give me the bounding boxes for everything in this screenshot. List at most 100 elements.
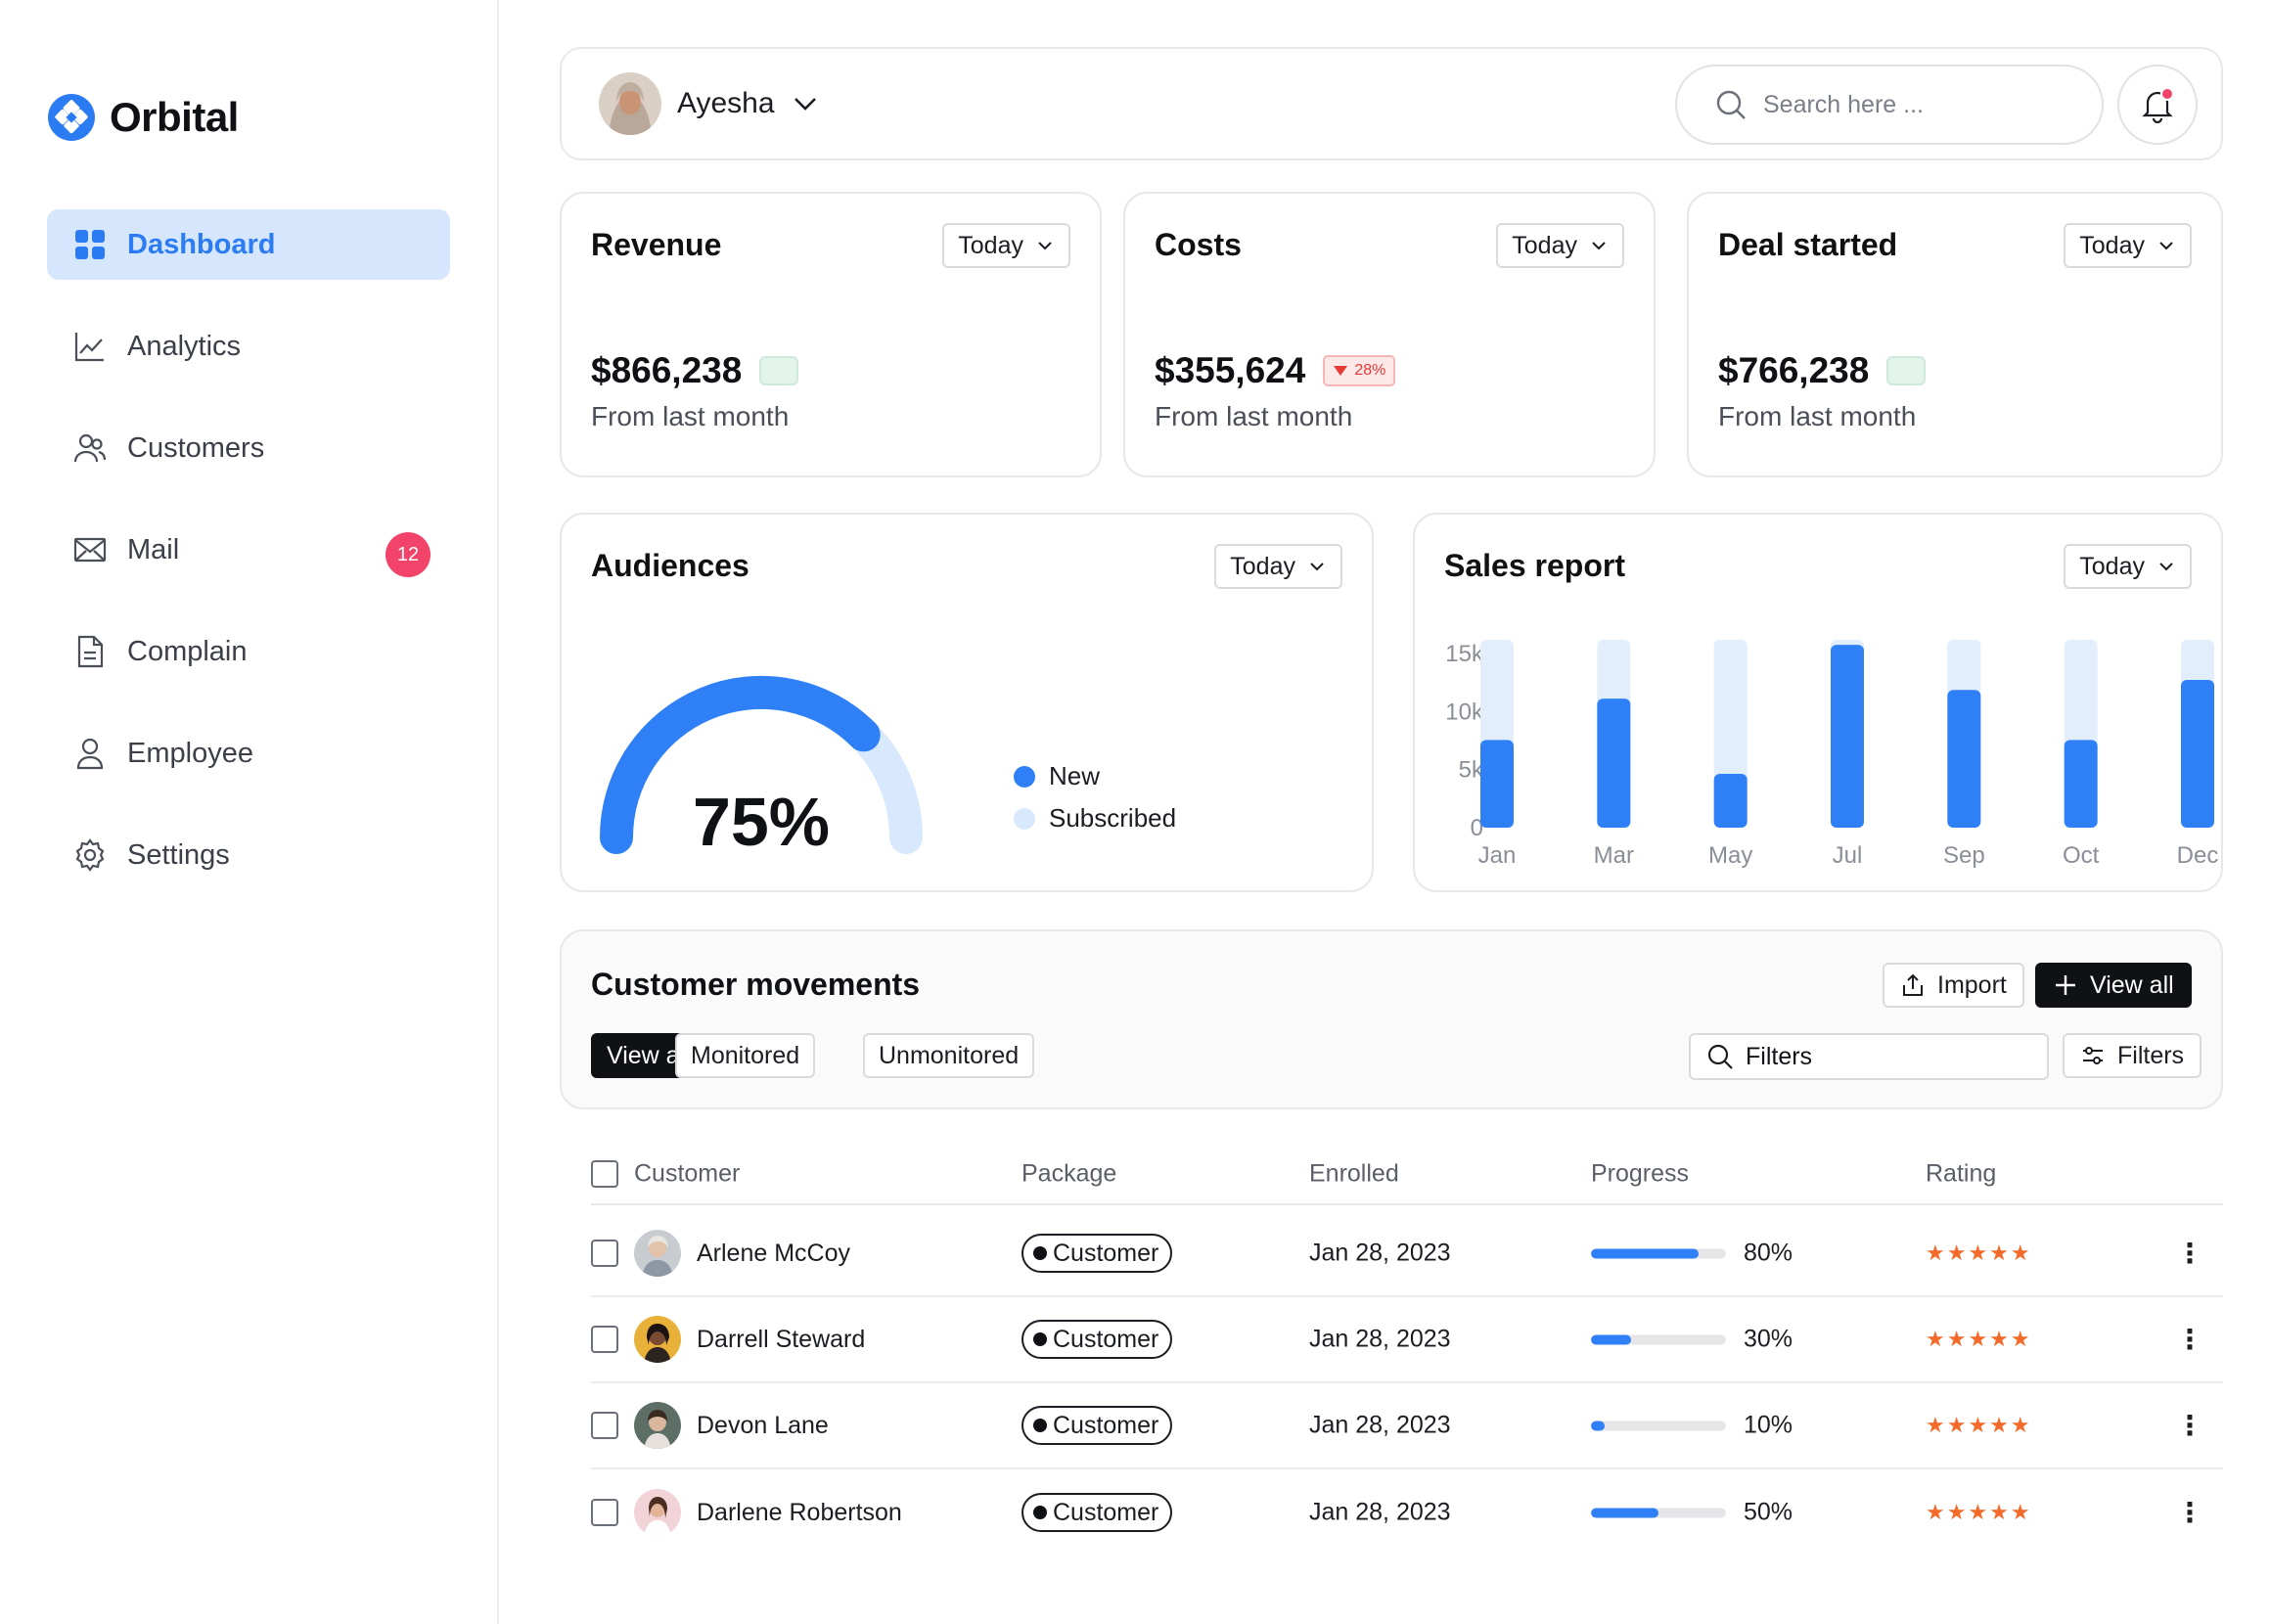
customer-avatar <box>634 1489 681 1536</box>
delta-value: 28% <box>1354 362 1386 379</box>
card-title: Audiences <box>591 548 749 583</box>
progress-cell: 80% <box>1591 1240 1793 1268</box>
filter-search-field[interactable]: Filters <box>1689 1033 2049 1080</box>
row-checkbox[interactable] <box>591 1499 618 1526</box>
chart-line-icon <box>72 329 108 364</box>
sliders-icon <box>2083 1047 2103 1064</box>
delta-badge: 28% <box>1323 355 1396 386</box>
revenue-card: Revenue Today $866,238 From last month <box>560 192 1102 477</box>
y-tick-label: 5k <box>1459 757 1484 784</box>
table-row[interactable]: Devon Lane Customer Jan 28, 2023 10% ★★★… <box>591 1383 2223 1469</box>
mail-count-badge: 12 <box>386 532 431 577</box>
search-icon <box>1716 90 1746 119</box>
segment-monitored[interactable]: Monitored <box>675 1033 816 1078</box>
row-menu-button[interactable]: ⋮ <box>2176 1238 2203 1269</box>
column-header-customer[interactable]: Customer <box>634 1159 741 1188</box>
costs-card: Costs Today $355,624 28% From last month <box>1123 192 1656 477</box>
bar-jul <box>1831 645 1864 828</box>
sidebar-item-customers[interactable]: Customers <box>47 413 450 483</box>
customer-cell: Devon Lane <box>634 1402 829 1449</box>
period-dropdown[interactable]: Today <box>942 223 1070 268</box>
bar-mar <box>1597 699 1631 828</box>
gauge-percent: 75% <box>693 784 830 860</box>
row-menu-button[interactable]: ⋮ <box>2176 1324 2203 1355</box>
sidebar-item-label: Dashboard <box>127 228 276 260</box>
plus-icon <box>2056 975 2075 995</box>
progress-label: 50% <box>1744 1498 1793 1526</box>
column-header-package[interactable]: Package <box>1022 1159 1117 1188</box>
sidebar-item-complain[interactable]: Complain <box>47 616 450 687</box>
table-row[interactable]: Darrell Steward Customer Jan 28, 2023 30… <box>591 1297 2223 1383</box>
period-dropdown[interactable]: Today <box>2064 223 2192 268</box>
sidebar-item-settings[interactable]: Settings <box>47 820 450 890</box>
sidebar-item-analytics[interactable]: Analytics <box>47 311 450 382</box>
legend-dot <box>1014 807 1035 830</box>
user-avatar <box>599 72 661 135</box>
legend-item-new: New <box>1014 761 1176 791</box>
x-tick-label: Jul <box>1833 842 1863 869</box>
period-label: Today <box>2079 552 2145 580</box>
period-label: Today <box>2079 231 2145 259</box>
brand-logo[interactable]: Orbital <box>47 93 239 142</box>
period-dropdown[interactable]: Today <box>1496 223 1624 268</box>
topbar: Ayesha <box>560 47 2223 160</box>
sidebar-item-label: Employee <box>127 737 253 769</box>
audiences-card: Audiences Today 75% New Subscribed <box>560 513 1374 892</box>
customer-avatar <box>634 1230 681 1277</box>
sidebar-item-label: Mail <box>127 533 180 565</box>
row-menu-button[interactable]: ⋮ <box>2176 1497 2203 1528</box>
table-row[interactable]: Arlene McCoy Customer Jan 28, 2023 80% ★… <box>591 1211 2223 1297</box>
gauge-fill <box>600 675 881 854</box>
user-menu[interactable]: Ayesha <box>599 72 820 135</box>
sidebar-item-employee[interactable]: Employee <box>47 718 450 789</box>
column-header-progress[interactable]: Progress <box>1591 1159 1690 1188</box>
notifications-button[interactable] <box>2117 65 2198 145</box>
period-dropdown[interactable]: Today <box>1214 544 1342 589</box>
button-label: Import <box>1937 970 2007 999</box>
customer-name: Devon Lane <box>697 1411 829 1439</box>
sales-report-card: Sales report Today 15k 10k 5k 0 Jan Mar May Jul… <box>1413 513 2223 892</box>
period-label: Today <box>1512 231 1577 259</box>
sidebar-item-dashboard[interactable]: Dashboard <box>47 209 450 280</box>
import-button[interactable]: Import <box>1883 963 2024 1008</box>
sidebar-item-label: Complain <box>127 635 248 667</box>
user-icon <box>72 736 108 771</box>
chevron-down-icon <box>2159 563 2173 571</box>
stat-caption: From last month <box>591 401 790 431</box>
rating-stars: ★★★★★ <box>1926 1500 2032 1524</box>
period-dropdown[interactable]: Today <box>2064 544 2192 589</box>
amount-value: $766,238 <box>1718 350 1870 390</box>
x-tick-label: Oct <box>2063 842 2100 869</box>
view-all-button[interactable]: View all <box>2035 963 2192 1008</box>
stat-caption: From last month <box>1718 401 1917 431</box>
select-all-checkbox[interactable] <box>591 1160 618 1188</box>
search-input[interactable] <box>1763 90 2057 119</box>
sidebar-item-mail[interactable]: Mail 12 <box>47 515 450 585</box>
gear-icon <box>72 837 108 873</box>
card-title: Sales report <box>1444 548 1625 583</box>
sidebar-item-label: Settings <box>127 838 230 871</box>
progress-cell: 10% <box>1591 1412 1793 1440</box>
table-row[interactable]: Darlene Robertson Customer Jan 28, 2023 … <box>591 1469 2223 1556</box>
sidebar-nav: Dashboard Analytics Customers Mail 12 <box>47 209 450 922</box>
legend-item-subscribed: Subscribed <box>1014 803 1176 834</box>
users-icon <box>72 430 108 466</box>
row-checkbox[interactable] <box>591 1326 618 1353</box>
stat-amount: $355,624 28% <box>1155 350 1396 391</box>
button-label: Filters <box>2117 1041 2185 1069</box>
bar-may <box>1713 773 1748 828</box>
segment-unmonitored[interactable]: Unmonitored <box>863 1033 1035 1078</box>
column-header-rating[interactable]: Rating <box>1926 1159 1997 1188</box>
x-tick-label: Dec <box>2177 842 2219 869</box>
column-header-enrolled[interactable]: Enrolled <box>1309 1159 1399 1188</box>
row-menu-button[interactable]: ⋮ <box>2176 1410 2203 1441</box>
filters-button[interactable]: Filters <box>2063 1033 2202 1078</box>
sidebar-item-label: Analytics <box>127 330 242 362</box>
bar-dec <box>2181 679 2214 828</box>
row-checkbox[interactable] <box>591 1412 618 1439</box>
audience-gauge: 75% <box>600 675 923 860</box>
user-name: Ayesha <box>677 87 775 119</box>
row-checkbox[interactable] <box>591 1240 618 1267</box>
y-tick-label: 10k <box>1445 699 1484 725</box>
legend-label: Subscribed <box>1049 803 1177 833</box>
